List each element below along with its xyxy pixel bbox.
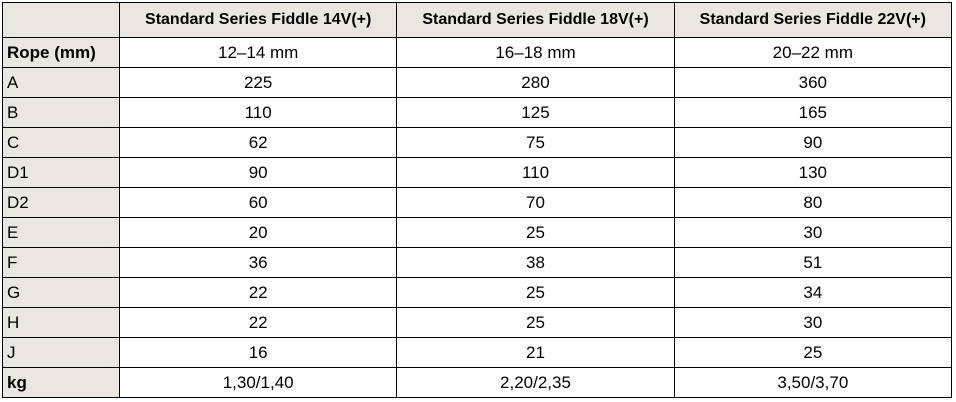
row-label: Rope (mm) bbox=[2, 37, 120, 68]
cell: 60 bbox=[118, 187, 398, 218]
cell: 130 bbox=[673, 157, 953, 188]
cell: 360 bbox=[673, 67, 953, 98]
row-label: H bbox=[2, 307, 120, 338]
row-label: kg bbox=[2, 367, 120, 398]
row-label: D1 bbox=[2, 157, 120, 188]
cell: 1,30/1,40 bbox=[118, 367, 398, 398]
cell: 125 bbox=[396, 97, 675, 128]
row-label: B bbox=[2, 97, 120, 128]
cell: 80 bbox=[673, 187, 953, 218]
table-row: H 22 25 30 bbox=[2, 307, 953, 338]
cell: 30 bbox=[673, 307, 953, 338]
table-row: C 62 75 90 bbox=[2, 127, 953, 158]
cell: 110 bbox=[118, 97, 398, 128]
cell: 30 bbox=[673, 217, 953, 248]
row-label: G bbox=[2, 277, 120, 308]
cell: 165 bbox=[673, 97, 953, 128]
cell: 51 bbox=[673, 247, 953, 278]
table-row: D1 90 110 130 bbox=[2, 157, 953, 188]
cell: 16 bbox=[118, 337, 398, 368]
cell: 22 bbox=[118, 307, 398, 338]
corner-cell bbox=[2, 2, 120, 38]
cell: 20–22 mm bbox=[673, 37, 953, 68]
cell: 62 bbox=[118, 127, 398, 158]
cell: 110 bbox=[396, 157, 675, 188]
cell: 2,20/2,35 bbox=[396, 367, 675, 398]
cell: 90 bbox=[118, 157, 398, 188]
column-header: Standard Series Fiddle 18V(+) bbox=[396, 2, 675, 38]
cell: 22 bbox=[118, 277, 398, 308]
cell: 16–18 mm bbox=[396, 37, 675, 68]
cell: 25 bbox=[396, 307, 675, 338]
row-label: F bbox=[2, 247, 120, 278]
cell: 36 bbox=[118, 247, 398, 278]
cell: 20 bbox=[118, 217, 398, 248]
table-row: G 22 25 34 bbox=[2, 277, 953, 308]
cell: 3,50/3,70 bbox=[673, 367, 953, 398]
table-row: B 110 125 165 bbox=[2, 97, 953, 128]
cell: 25 bbox=[396, 277, 675, 308]
table-body: Rope (mm) 12–14 mm 16–18 mm 20–22 mm A 225 280… bbox=[2, 37, 953, 398]
cell: 90 bbox=[673, 127, 953, 158]
column-header: Standard Series Fiddle 14V(+) bbox=[118, 2, 398, 38]
row-label: J bbox=[2, 337, 120, 368]
cell: 280 bbox=[396, 67, 675, 98]
cell: 12–14 mm bbox=[118, 37, 398, 68]
table-row: E 20 25 30 bbox=[2, 217, 953, 248]
cell: 34 bbox=[673, 277, 953, 308]
table-row: Rope (mm) 12–14 mm 16–18 mm 20–22 mm bbox=[2, 37, 953, 68]
header-row: Standard Series Fiddle 14V(+) Standard Se… bbox=[2, 2, 953, 38]
cell: 25 bbox=[673, 337, 953, 368]
table-row: kg 1,30/1,40 2,20/2,35 3,50/3,70 bbox=[2, 367, 953, 398]
row-label: C bbox=[2, 127, 120, 158]
cell: 21 bbox=[396, 337, 675, 368]
row-label: E bbox=[2, 217, 120, 248]
row-label: D2 bbox=[2, 187, 120, 218]
table-row: J 16 21 25 bbox=[2, 337, 953, 368]
cell: 25 bbox=[396, 217, 675, 248]
data-table: Standard Series Fiddle 14V(+) Standard Se… bbox=[2, 2, 953, 398]
row-label: A bbox=[2, 67, 120, 98]
table-row: F 36 38 51 bbox=[2, 247, 953, 278]
cell: 38 bbox=[396, 247, 675, 278]
column-header: Standard Series Fiddle 22V(+) bbox=[673, 2, 953, 38]
cell: 225 bbox=[118, 67, 398, 98]
table-row: D2 60 70 80 bbox=[2, 187, 953, 218]
table-row: A 225 280 360 bbox=[2, 67, 953, 98]
cell: 75 bbox=[396, 127, 675, 158]
cell: 70 bbox=[396, 187, 675, 218]
